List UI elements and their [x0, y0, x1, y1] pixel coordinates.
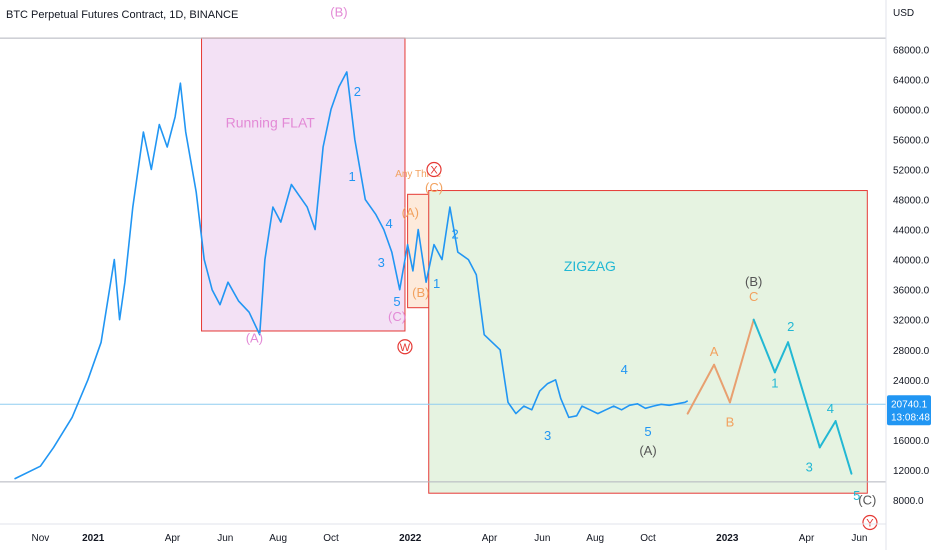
projection-segment [818, 420, 837, 449]
x-tick-label: 2022 [399, 533, 422, 544]
y-tick-label: 52000.0 [893, 166, 930, 177]
wave-1-zz: 1 [433, 276, 440, 291]
circle-w: W [397, 339, 413, 355]
label-a-any: (A) [402, 205, 419, 220]
y-tick-label: 28000.0 [893, 346, 930, 357]
circle-x: X [426, 161, 442, 178]
y-tick-label: 56000.0 [893, 135, 930, 146]
label-b-flat: (B) [330, 4, 347, 19]
label-b-any: (B) [412, 285, 429, 300]
label-a-proj: A [710, 344, 719, 359]
x-tick-label: Jun [217, 533, 233, 544]
label-c-flat: (C) [388, 309, 406, 324]
zigzag-box [428, 190, 868, 494]
x-tick-label: Aug [269, 533, 287, 544]
x-tick-label: Aug [586, 533, 604, 544]
wave-4-flat: 4 [385, 216, 392, 231]
y-tick-label: 36000.0 [893, 286, 930, 297]
label-b-zz: (B) [745, 274, 762, 289]
projection-segment [752, 318, 776, 374]
svg-text:X: X [430, 165, 438, 177]
any-three-label: Any Three [395, 169, 441, 180]
y-tick-label: 48000.0 [893, 196, 930, 207]
label-b-proj: B [726, 414, 735, 429]
projection-segment [686, 363, 716, 415]
chart-title: BTC Perpetual Futures Contract, 1D, BINA… [6, 9, 239, 21]
wave-5-flat: 5 [393, 294, 400, 309]
svg-text:Y: Y [866, 517, 874, 529]
circle-y: Y [862, 514, 878, 531]
y-tick-label: 8000.0 [893, 496, 924, 507]
x-tick-label: 2021 [82, 533, 105, 544]
x-tick-label: Jun [534, 533, 550, 544]
label-c-any: (C) [425, 180, 443, 195]
price-series-line [14, 71, 689, 480]
wave-5-proj: 5 [853, 488, 860, 503]
y-tick-label: 32000.0 [893, 316, 930, 327]
x-tick-label: Apr [799, 533, 815, 544]
x-tick-label: Nov [31, 533, 49, 544]
wave-1-flat: 1 [349, 169, 356, 184]
svg-text:13:08:48: 13:08:48 [891, 412, 930, 423]
y-tick-label: 44000.0 [893, 226, 930, 237]
y-tick-label: 24000.0 [893, 376, 930, 387]
label-a-flat: (A) [246, 330, 263, 345]
wave-2-flat: 2 [354, 84, 361, 99]
x-tick-label: Oct [640, 533, 656, 544]
wave-3-flat: 3 [378, 255, 385, 270]
label-c-b: C [749, 289, 758, 304]
svg-text:20740.1: 20740.1 [891, 399, 928, 410]
running-flat-label: Running FLAT [226, 114, 316, 130]
wave-1-proj: 1 [771, 375, 778, 390]
wave-5-zz: 5 [644, 424, 651, 439]
y-tick-label: 64000.0 [893, 75, 930, 86]
y-tick-label: 40000.0 [893, 256, 930, 267]
wave-4-zz: 4 [621, 362, 628, 377]
wave-2-proj: 2 [787, 319, 794, 334]
wave-3-proj: 3 [806, 459, 813, 474]
x-tick-label: Jun [851, 533, 867, 544]
x-tick-label: 2023 [716, 533, 739, 544]
y-tick-label: 60000.0 [893, 105, 930, 116]
wave-3-zz: 3 [544, 428, 551, 443]
projection-segment [834, 420, 853, 475]
projection-segment [773, 341, 790, 374]
currency-label: USD [893, 8, 914, 19]
zigzag-label: ZIGZAG [564, 258, 616, 274]
x-tick-label: Apr [165, 533, 181, 544]
y-tick-label: 68000.0 [893, 45, 930, 56]
svg-text:W: W [400, 342, 411, 354]
wave-4-proj: 4 [827, 401, 834, 416]
wave-2-zz: 2 [452, 227, 459, 242]
projection-segment [728, 318, 755, 404]
x-tick-label: Oct [323, 533, 339, 544]
y-tick-label: 16000.0 [893, 436, 930, 447]
projection-segment [787, 341, 821, 449]
label-a-zz: (A) [639, 443, 656, 458]
running-flat-box [201, 37, 406, 332]
y-tick-label: 12000.0 [893, 466, 930, 477]
x-tick-label: Apr [482, 533, 498, 544]
current-price-label: 20740.1 13:08:48 [887, 395, 931, 426]
projection-segment [713, 363, 731, 404]
label-c-zz: (C) [858, 492, 876, 507]
